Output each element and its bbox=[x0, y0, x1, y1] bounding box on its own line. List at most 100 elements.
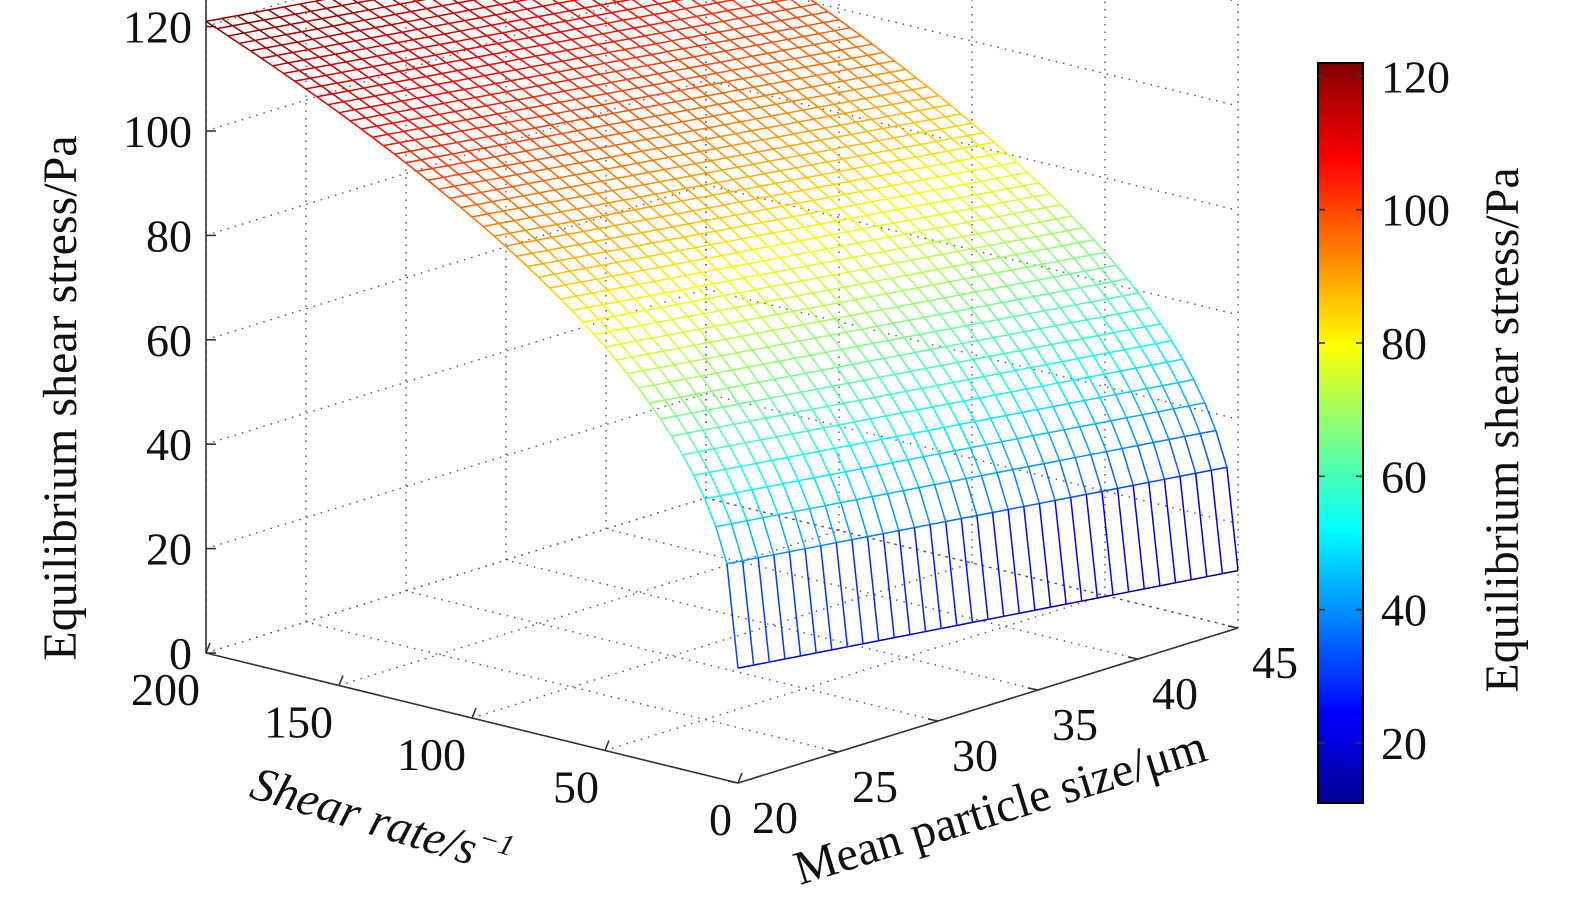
mesh-segment bbox=[880, 172, 897, 177]
mesh-segment bbox=[1136, 445, 1150, 483]
mesh-segment bbox=[557, 141, 573, 146]
mesh-segment bbox=[803, 320, 820, 326]
mesh-segment bbox=[697, 451, 710, 473]
mesh-segment bbox=[571, 220, 584, 232]
mesh-segment bbox=[932, 284, 945, 299]
mesh-segment bbox=[849, 445, 862, 470]
mesh-segment bbox=[764, 417, 777, 438]
mesh-segment bbox=[758, 4, 771, 14]
mesh-segment bbox=[510, 11, 523, 21]
mesh-segment bbox=[771, 41, 784, 52]
mesh-segment bbox=[997, 319, 1010, 336]
mesh-segment bbox=[465, 116, 482, 121]
mesh-segment bbox=[495, 80, 512, 85]
mesh-segment bbox=[292, 48, 309, 54]
mesh-segment bbox=[607, 286, 624, 291]
mesh-segment bbox=[1106, 295, 1123, 300]
mesh-segment bbox=[784, 154, 801, 160]
mesh-segment bbox=[828, 193, 845, 199]
mesh-segment bbox=[543, 177, 560, 182]
mesh-segment bbox=[1206, 572, 1223, 578]
mesh-segment bbox=[657, 144, 674, 150]
mesh-segment bbox=[1211, 466, 1228, 471]
mesh-segment bbox=[620, 343, 633, 358]
mesh-segment bbox=[781, 205, 794, 218]
mesh-segment bbox=[894, 370, 911, 376]
mesh-segment bbox=[517, 26, 534, 31]
mesh-segment bbox=[740, 118, 756, 123]
mesh-segment bbox=[973, 154, 990, 159]
mesh-segment bbox=[512, 110, 525, 121]
mesh-segment bbox=[651, 50, 668, 56]
mesh-segment bbox=[312, 38, 325, 48]
mesh-segment bbox=[1010, 388, 1027, 393]
mesh-segment bbox=[878, 137, 895, 142]
mesh-segment bbox=[406, 21, 419, 30]
mesh-segment bbox=[710, 157, 727, 162]
mesh-segment bbox=[832, 271, 849, 276]
mesh-segment bbox=[720, 255, 734, 268]
mesh-segment bbox=[791, 97, 808, 103]
mesh-segment bbox=[910, 367, 927, 373]
mesh-segment bbox=[730, 145, 743, 156]
mesh-segment bbox=[409, 150, 422, 161]
mesh-segment bbox=[392, 52, 405, 62]
z-tick-label: 0 bbox=[169, 628, 192, 679]
mesh-segment bbox=[361, 125, 377, 130]
mesh-segment bbox=[519, 58, 532, 68]
mesh-segment bbox=[755, 195, 772, 200]
mesh-segment bbox=[846, 228, 863, 233]
mesh-segment bbox=[1004, 238, 1021, 244]
mesh-segment bbox=[649, 206, 662, 218]
mesh-segment bbox=[463, 159, 480, 164]
mesh-segment bbox=[416, 167, 433, 173]
mesh-segment bbox=[686, 109, 699, 120]
mesh-segment bbox=[869, 86, 882, 97]
mesh-segment bbox=[1097, 331, 1114, 337]
mesh-segment bbox=[757, 151, 770, 162]
mesh-segment bbox=[465, 119, 478, 129]
mesh-segment bbox=[668, 81, 681, 91]
mesh-segment bbox=[918, 334, 932, 350]
mesh-segment bbox=[455, 37, 472, 43]
mesh-segment bbox=[711, 83, 723, 94]
mesh-segment bbox=[940, 624, 957, 630]
mesh-segment bbox=[477, 53, 494, 58]
mesh-segment bbox=[1008, 330, 1025, 336]
mesh-segment bbox=[902, 109, 919, 115]
mesh-segment bbox=[383, 141, 400, 147]
mesh-segment bbox=[708, 204, 725, 209]
mesh-segment bbox=[776, 310, 793, 316]
mesh-segment bbox=[1086, 316, 1103, 321]
mesh-segment bbox=[696, 286, 709, 300]
mesh-segment bbox=[841, 158, 855, 170]
mesh-segment bbox=[296, 41, 309, 51]
mesh-segment bbox=[558, 260, 571, 272]
mesh-segment bbox=[1117, 313, 1130, 331]
mesh-segment bbox=[827, 11, 840, 21]
mesh-segment bbox=[791, 100, 804, 111]
mesh-segment bbox=[691, 95, 708, 100]
mesh-segment bbox=[1030, 367, 1043, 387]
mesh-segment bbox=[989, 154, 1002, 166]
mesh-segment bbox=[893, 219, 910, 224]
mesh-segment bbox=[430, 62, 447, 67]
mesh-segment bbox=[864, 178, 877, 190]
mesh-segment bbox=[787, 326, 800, 342]
mesh-segment bbox=[808, 209, 825, 215]
mesh-segment bbox=[622, 87, 639, 92]
grid-line-size-floor-35 bbox=[505, 559, 1039, 691]
mesh-segment bbox=[883, 354, 900, 360]
mesh-segment bbox=[268, 6, 285, 11]
mesh-segment bbox=[461, 56, 478, 61]
mesh-segment bbox=[868, 165, 881, 177]
mesh-segment bbox=[488, 132, 504, 138]
mesh-segment bbox=[861, 228, 874, 241]
mesh-segment bbox=[368, 73, 385, 79]
mesh-segment bbox=[998, 212, 1014, 218]
mesh-segment bbox=[793, 133, 806, 144]
mesh-segment bbox=[835, 133, 852, 139]
mesh-segment bbox=[700, 72, 717, 77]
mesh-segment bbox=[666, 334, 680, 349]
mesh-segment bbox=[797, 121, 810, 132]
